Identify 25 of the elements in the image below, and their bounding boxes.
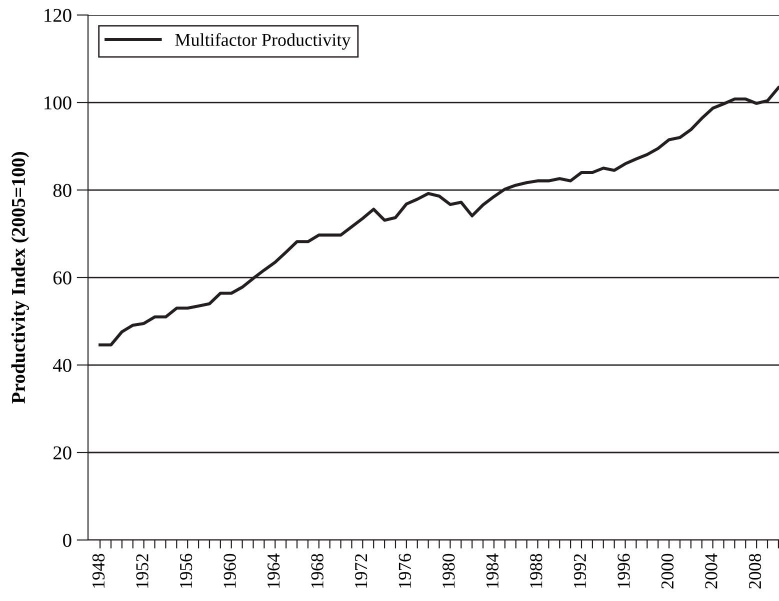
x-tick-label: 1992 <box>574 554 586 588</box>
y-tick-label: 60 <box>53 271 72 284</box>
x-tick-label: 1996 <box>618 554 630 588</box>
x-tick-label: 1988 <box>530 554 542 588</box>
y-tick-label: 80 <box>53 184 72 197</box>
y-tick-label: 40 <box>52 358 72 372</box>
x-tick-label: 1952 <box>136 554 148 588</box>
x-tick-label: 1976 <box>398 554 411 588</box>
x-tick-label: 1956 <box>180 554 192 588</box>
x-tick-label: 1980 <box>442 554 455 588</box>
x-tick-label: 1972 <box>355 554 368 588</box>
x-tick-label: 2008 <box>748 554 762 589</box>
y-axis-title: Productivity Index (2005=100) <box>11 152 29 404</box>
y-tick-label: 100 <box>44 96 72 110</box>
x-tick-label: 1984 <box>486 553 498 588</box>
legend-label: Multifactor Productivity <box>175 33 351 50</box>
x-tick-label: 1968 <box>311 554 324 588</box>
x-tick-label: 1964 <box>268 553 280 588</box>
x-tick-label: 2000 <box>661 554 674 589</box>
x-tick-label: 1948 <box>92 554 105 588</box>
x-tick-label: 2004 <box>705 553 718 589</box>
y-tick-label: 0 <box>63 534 72 547</box>
y-tick-label: 120 <box>44 8 72 22</box>
y-tick-label: 20 <box>53 446 72 460</box>
x-tick-label: 1960 <box>224 554 236 588</box>
